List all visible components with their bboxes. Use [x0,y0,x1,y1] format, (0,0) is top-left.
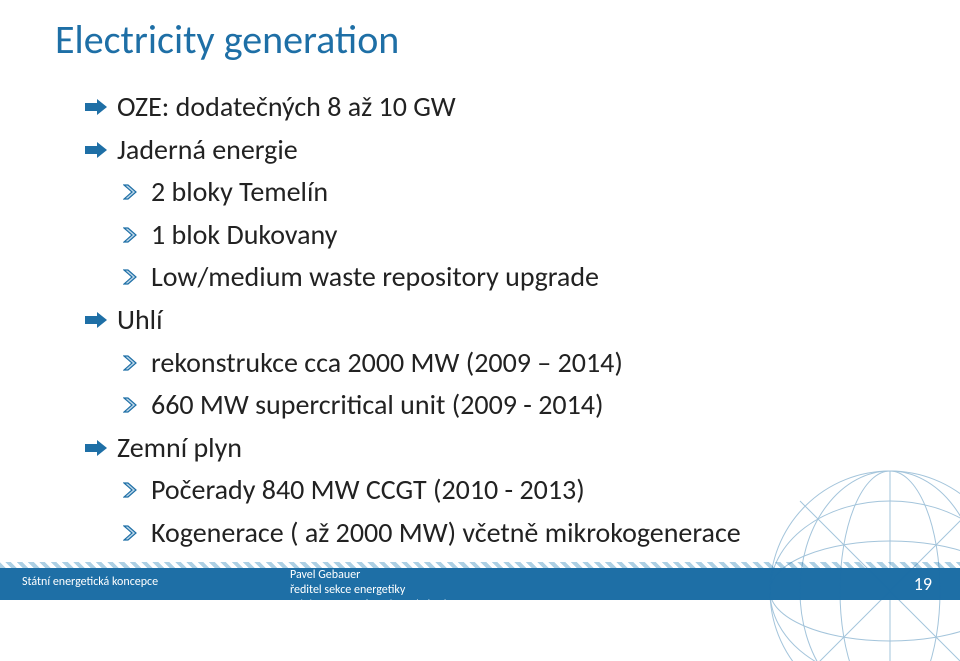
list-item: Low/medium waste repository upgrade [123,257,741,298]
list-item-text: rekonstrukce cca 2000 MW (2009 – 2014) [151,343,741,384]
list-item: 1 blok Dukovany [123,215,741,256]
chevron-right-icon [123,470,141,510]
list-item: Jaderná energie [85,130,741,171]
chevron-right-icon [123,343,141,383]
list-item-text: Zemní plyn [117,428,741,469]
list-item: 660 MW supercritical unit (2009 - 2014) [123,385,741,426]
list-item-text: Low/medium waste repository upgrade [151,257,741,298]
footer-line-3: Ministerstvo průmyslu a obchodu [290,598,453,613]
chevron-right-icon [123,257,141,297]
list-item-text: OZE: dodatečných 8 až 10 GW [117,87,741,128]
list-item-text: 2 bloky Temelín [151,172,741,213]
chevron-right-icon [123,172,141,212]
list-item: OZE: dodatečných 8 až 10 GW [85,87,741,128]
arrow-right-icon [85,428,107,468]
chevron-right-icon [123,385,141,425]
bullet-list: OZE: dodatečných 8 až 10 GW Jaderná ener… [85,85,741,554]
list-item: Kogenerace ( až 2000 MW) včetně mikrokog… [123,513,741,554]
slide: { "colors": { "accent": "#1e6fa6", "acce… [0,0,960,661]
list-item-text: Jaderná energie [117,130,741,171]
footer-center-text: Pavel Gebauer ředitel sekce energetiky M… [290,568,453,613]
watermark-globe-icon [760,461,960,661]
arrow-right-icon [85,130,107,170]
page-number: 19 [914,573,932,595]
footer-line-1: Pavel Gebauer [290,568,453,583]
chevron-right-icon [123,215,141,255]
arrow-right-icon [85,87,107,127]
list-item-text: Uhlí [117,300,741,341]
page-title: Electricity generation [55,15,399,64]
arrow-right-icon [85,300,107,340]
footer-left-text: Státní energetická koncepce [22,575,158,589]
chevron-right-icon [123,513,141,553]
list-item-text: 660 MW supercritical unit (2009 - 2014) [151,385,741,426]
list-item: rekonstrukce cca 2000 MW (2009 – 2014) [123,343,741,384]
list-item: Zemní plyn [85,428,741,469]
list-item-text: Kogenerace ( až 2000 MW) včetně mikrokog… [151,513,741,554]
list-item: Počerady 840 MW CCGT (2010 - 2013) [123,470,741,511]
list-item: 2 bloky Temelín [123,172,741,213]
list-item-text: 1 blok Dukovany [151,215,741,256]
list-item: Uhlí [85,300,741,341]
footer-line-2: ředitel sekce energetiky [290,583,453,598]
list-item-text: Počerady 840 MW CCGT (2010 - 2013) [151,470,741,511]
